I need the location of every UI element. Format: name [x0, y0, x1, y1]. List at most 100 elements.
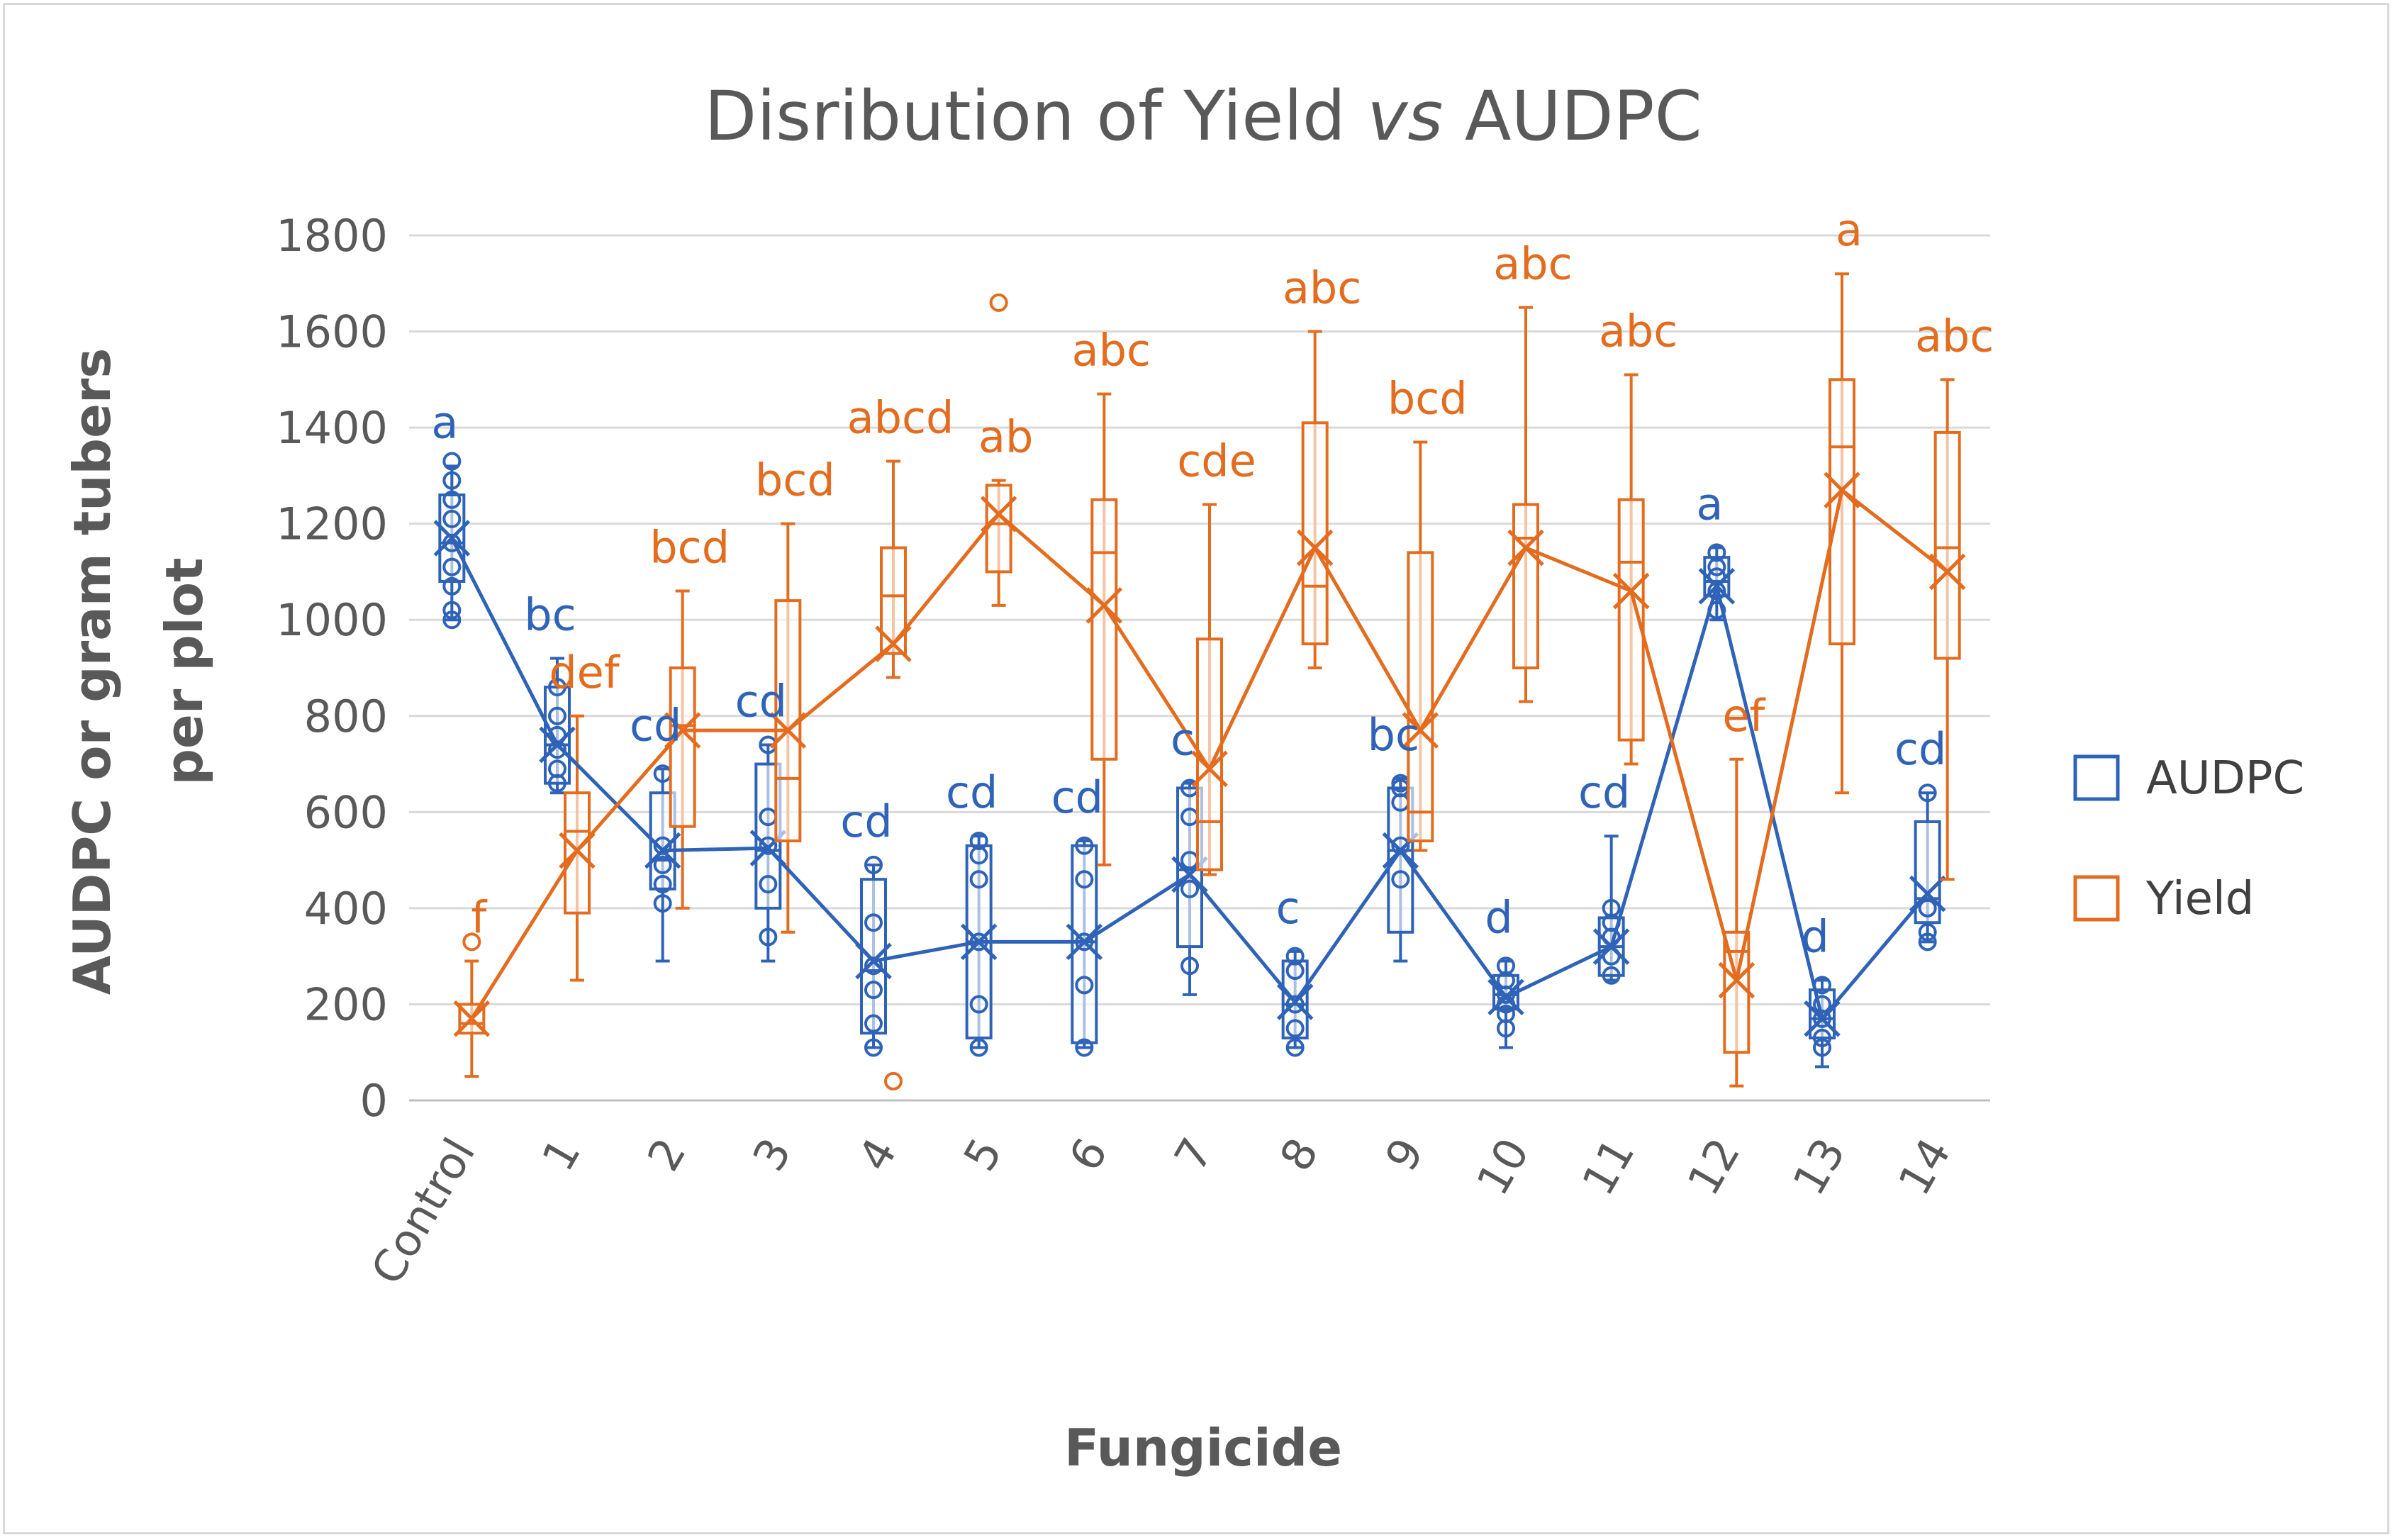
audpc-point [1391, 870, 1410, 889]
audpc-point [864, 913, 883, 932]
audpc-point [653, 875, 672, 893]
audpc-point [1180, 956, 1199, 976]
x-tick-label: 3 [742, 1129, 801, 1180]
audpc-point [969, 832, 988, 850]
x-tick-label: 13 [1782, 1129, 1855, 1204]
audpc-point [864, 981, 883, 1000]
audpc-point [969, 870, 988, 889]
audpc-point [759, 875, 778, 893]
y-tick-labels: 0 200 400 600 800 1000 1200 1400 1600 1800 [276, 210, 388, 1127]
y-tick-label: 1400 [276, 402, 388, 454]
audpc-point [1813, 1028, 1831, 1047]
title-part-2: AUDPC [1443, 77, 1702, 156]
title-part-vs: vs [1367, 77, 1443, 156]
yield-letter: bcd [649, 522, 730, 574]
yield-box [1933, 430, 1961, 660]
x-tick-label: 5 [954, 1129, 1012, 1180]
x-tick-label: 10 [1466, 1129, 1539, 1204]
yield-outlier [884, 1071, 903, 1090]
x-tick-label: 4 [848, 1129, 907, 1180]
audpc-mean-line [450, 537, 1929, 1023]
audpc-point [1918, 898, 1937, 917]
y-axis-label-line-1: AUDPC or gram tubers [62, 348, 122, 995]
x-tick-label: 12 [1677, 1129, 1751, 1204]
yield-letter: abc [1599, 306, 1677, 357]
audpc-letter: c [1276, 882, 1300, 934]
audpc-point [864, 956, 883, 976]
yield-box [1407, 551, 1434, 842]
audpc-point [442, 490, 462, 509]
audpc-point [442, 557, 462, 576]
yield-letter: abc [1283, 262, 1361, 314]
audpc-letter: bc [524, 588, 576, 640]
x-tick-labels: Control 1 2 3 4 5 6 7 8 9 10 11 12 13 14 [361, 1129, 1961, 1293]
audpc-point [1285, 995, 1305, 1014]
audpc-letter: a [1696, 479, 1723, 530]
audpc-letter: d [1801, 911, 1829, 963]
audpc-point [442, 452, 462, 471]
x-tick-label: 9 [1375, 1129, 1434, 1180]
y-tick-label: 1800 [276, 210, 388, 262]
title-part-1: Disribution of Yield [704, 77, 1367, 156]
chart-frame: Disribution of Yield vs AUDPC 0 200 400 600… [3, 3, 2389, 1534]
yield-legend-label: Yield [2145, 873, 2254, 925]
audpc-point [759, 927, 778, 947]
audpc-point [548, 678, 566, 697]
audpc-point [1075, 870, 1094, 889]
audpc-letter: cd [1051, 771, 1103, 823]
y-axis-label-line-2: per plot [155, 557, 214, 785]
yield-letter: abc [1072, 325, 1151, 376]
yield-box [1301, 421, 1329, 646]
audpc-point [442, 533, 462, 552]
yield-letter: abc [1493, 238, 1572, 290]
chart-title: Disribution of Yield vs AUDPC [704, 77, 1702, 156]
yield-letter: cde [1177, 435, 1256, 487]
box-plot-chart: Disribution of Yield vs AUDPC 0 200 400 600… [62, 77, 2304, 1478]
audpc-point [759, 836, 778, 855]
audpc-point [653, 836, 672, 855]
y-tick-label: 0 [360, 1075, 388, 1127]
audpc-point [653, 855, 672, 874]
y-tick-label: 1000 [276, 594, 388, 646]
audpc-letter: bc [1368, 709, 1419, 761]
audpc-point [864, 1014, 883, 1033]
audpc-point [442, 576, 462, 596]
x-tick-label: 1 [532, 1129, 591, 1180]
audpc-letter: c [1171, 714, 1195, 766]
audpc-legend-swatch [2073, 754, 2120, 801]
audpc-point [442, 601, 462, 620]
audpc-point [1918, 932, 1937, 952]
yield-box [1512, 503, 1539, 669]
box-plots [433, 272, 1966, 1090]
audpc-point [442, 509, 462, 528]
y-tick-label: 400 [304, 883, 388, 934]
audpc-letter: cd [946, 766, 998, 818]
audpc-letter: d [1485, 891, 1512, 943]
audpc-point [442, 471, 462, 490]
y-axis-label: AUDPC or gram tubers per plot [62, 348, 214, 995]
yield-mean-line [470, 486, 1949, 1020]
audpc-point [1707, 543, 1726, 562]
audpc-point [864, 855, 883, 874]
yield-letter: bcd [1388, 372, 1468, 424]
audpc-point [1497, 956, 1515, 976]
yield-letter: f [471, 891, 488, 943]
audpc-point [1180, 879, 1199, 898]
legend: AUDPC Yield [2073, 752, 2304, 925]
audpc-point [1285, 947, 1305, 966]
yield-legend-swatch [2073, 875, 2120, 922]
yield-letter: def [549, 647, 621, 698]
yield-letter: abcd [847, 392, 954, 444]
x-tick-label: 2 [637, 1129, 696, 1180]
yield-box [1829, 378, 1855, 646]
yield-letter: ab [978, 411, 1033, 463]
audpc-point [1075, 1038, 1094, 1057]
audpc-point [548, 706, 566, 725]
x-tick-label: 6 [1059, 1129, 1117, 1180]
audpc-letter: a [431, 396, 458, 448]
yield-outlier [989, 293, 1008, 312]
audpc-point [864, 1038, 883, 1057]
x-tick-label: 14 [1888, 1129, 1961, 1204]
mean-lines [450, 486, 1949, 1023]
audpc-letter: cd [1578, 766, 1630, 818]
